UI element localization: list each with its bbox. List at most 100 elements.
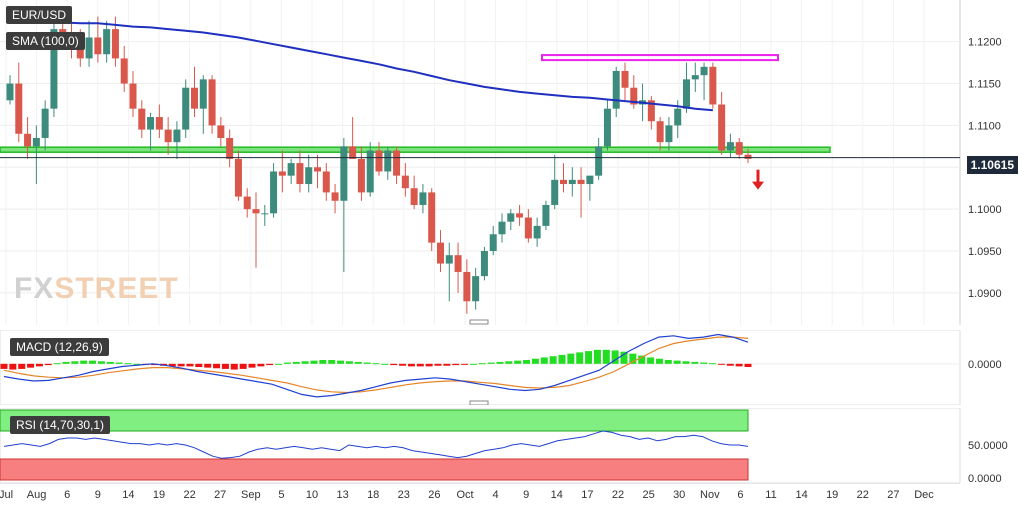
macd-histogram-bar xyxy=(71,361,79,364)
candle xyxy=(647,96,655,130)
rsi-chart[interactable]: 50.0000 0.0000 xyxy=(0,408,1032,483)
macd-histogram-bar xyxy=(345,361,353,364)
x-tick-label: 4 xyxy=(493,489,499,501)
candle-body xyxy=(393,150,401,176)
macd-histogram-bar xyxy=(744,363,752,367)
candle xyxy=(331,184,339,214)
candle-body xyxy=(577,179,585,185)
candle xyxy=(437,230,444,272)
candle xyxy=(393,146,401,185)
candle xyxy=(489,225,497,256)
candle-body xyxy=(147,117,155,130)
candle xyxy=(103,20,111,63)
candle xyxy=(735,137,743,159)
macd-histogram-bar xyxy=(709,363,717,365)
candle xyxy=(586,175,594,201)
candle xyxy=(612,66,620,118)
price-tick-label: 1.1000 xyxy=(968,204,1002,216)
candle-body xyxy=(138,108,146,130)
candle-body xyxy=(375,150,383,172)
candle-body xyxy=(357,158,365,193)
candle-body xyxy=(15,83,23,134)
candle-body xyxy=(164,129,172,143)
price-tick-label: 1.1200 xyxy=(968,37,1002,49)
candle xyxy=(32,125,40,185)
macd-histogram-bar xyxy=(390,363,398,366)
macd-histogram-bar xyxy=(585,351,593,364)
macd-histogram-bar xyxy=(549,356,557,364)
macd-histogram-bar xyxy=(310,360,318,364)
candle-body xyxy=(217,125,225,138)
macd-histogram-bar xyxy=(691,361,699,364)
macd-histogram-bar xyxy=(195,363,203,367)
x-axis-labels: Jul Aug 6 9 14 19 22 27 Sep 5 10 13 18 23 26 Oct 4 9 14 17 2… xyxy=(0,483,960,501)
macd-histogram-bar xyxy=(230,363,238,370)
candle-body xyxy=(243,196,251,210)
macd-histogram-bar xyxy=(97,361,105,364)
candle xyxy=(164,117,172,155)
macd-pane[interactable]: 0.0000 MACD (12,26,9) xyxy=(0,330,1032,405)
candle-body xyxy=(199,79,207,109)
macd-line xyxy=(3,333,749,398)
candle-body xyxy=(76,45,84,59)
macd-histogram-bar xyxy=(106,361,114,364)
macd-histogram-bar xyxy=(567,353,575,364)
candle-body xyxy=(182,87,190,130)
candle xyxy=(533,217,541,247)
candle xyxy=(217,117,225,147)
candle-body xyxy=(208,79,216,126)
price-chart[interactable]: 1.12001.11501.11001.10501.10001.09501.09… xyxy=(0,0,1032,325)
macd-histogram-bar xyxy=(89,360,97,364)
x-tick-label: 22 xyxy=(612,489,624,501)
macd-histogram-bar xyxy=(35,363,43,367)
candle-body xyxy=(454,255,462,272)
sma-label[interactable]: SMA (100,0) xyxy=(6,32,85,50)
candle-body xyxy=(366,150,374,193)
macd-histogram-bar xyxy=(638,355,646,364)
macd-histogram-bar xyxy=(283,362,291,364)
macd-histogram-bar xyxy=(18,363,26,369)
candle-body xyxy=(278,171,286,176)
rsi-pane[interactable]: 50.0000 0.0000 RSI (14,70,30,1) xyxy=(0,408,1032,483)
macd-chart[interactable]: 0.0000 xyxy=(0,330,1032,405)
macd-histogram-bar xyxy=(292,361,300,364)
candle xyxy=(691,62,699,92)
candle xyxy=(226,129,234,168)
candle-body xyxy=(428,192,436,243)
rsi-label[interactable]: RSI (14,70,30,1) xyxy=(10,416,111,434)
candle xyxy=(454,242,462,293)
rsi-oversold-zone xyxy=(0,458,749,481)
candle-body xyxy=(603,108,611,147)
x-tick-label: 22 xyxy=(183,489,195,501)
candle-body xyxy=(621,70,629,88)
candle-body xyxy=(586,175,594,185)
macd-histogram-bar xyxy=(221,363,229,369)
candle xyxy=(138,100,146,138)
candle xyxy=(428,188,436,252)
candle xyxy=(577,167,585,218)
macd-histogram-bar xyxy=(239,363,247,369)
candle xyxy=(516,204,524,226)
candle xyxy=(551,154,559,210)
candle-body xyxy=(32,137,40,147)
macd-histogram-bar xyxy=(664,360,672,364)
x-tick-label: Oct xyxy=(456,489,473,501)
symbol-label[interactable]: EUR/USD xyxy=(6,6,73,24)
candle-body xyxy=(630,87,638,105)
x-tick-label: 14 xyxy=(122,489,134,501)
candle xyxy=(41,100,49,151)
candle-body xyxy=(612,70,620,109)
x-tick-label: Jul xyxy=(0,489,13,501)
candle-body xyxy=(647,100,655,122)
macd-histogram-bar xyxy=(204,363,212,368)
x-tick-label: Dec xyxy=(914,489,934,501)
candle xyxy=(199,75,207,134)
candle xyxy=(270,163,278,218)
rsi-overbought-zone xyxy=(0,409,749,432)
candle-body xyxy=(560,179,567,185)
candle-body xyxy=(683,79,690,109)
candle xyxy=(182,79,190,138)
macd-label[interactable]: MACD (12,26,9) xyxy=(10,338,109,356)
price-pane[interactable]: 1.12001.11501.11001.10501.10001.09501.09… xyxy=(0,0,1032,325)
macd-histogram-bar xyxy=(62,361,70,364)
